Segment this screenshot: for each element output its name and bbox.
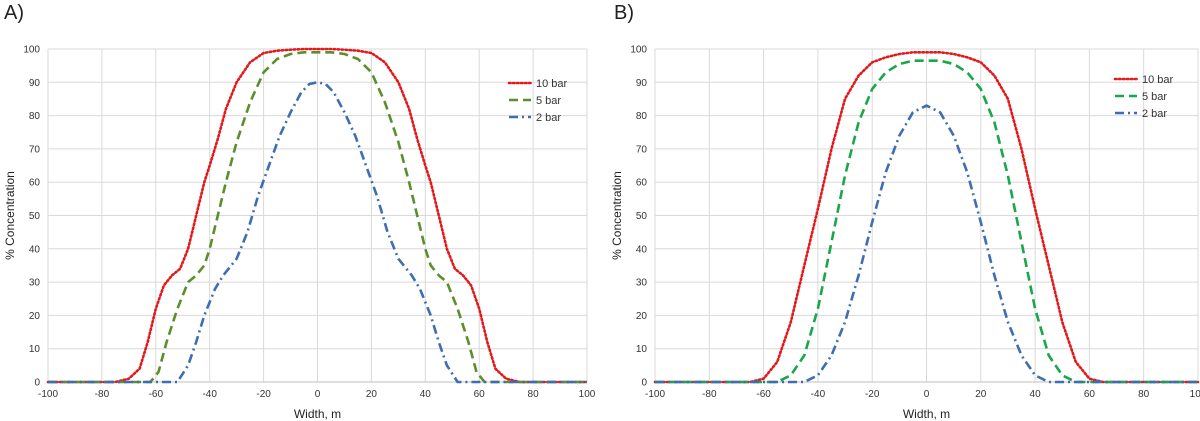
x-tick-label: 80 — [528, 389, 540, 400]
legend-label: 10 bar — [1142, 74, 1174, 86]
y-tick-label: 40 — [636, 244, 648, 255]
x-tick-label: -80 — [95, 389, 110, 400]
y-tick-label: 40 — [29, 244, 41, 255]
x-tick-label: -40 — [202, 389, 217, 400]
y-axis-title: % Concentration — [610, 171, 624, 260]
x-tick-label: -100 — [645, 389, 665, 400]
y-tick-label: 10 — [636, 344, 648, 355]
y-tick-label: 30 — [29, 278, 41, 289]
y-tick-label: 30 — [636, 278, 648, 289]
y-tick-label: 20 — [636, 311, 648, 322]
y-tick-label: 100 — [630, 45, 647, 56]
y-tick-label: 50 — [29, 211, 41, 222]
x-axis-title: Width, m — [903, 407, 950, 421]
y-tick-label: 20 — [29, 311, 41, 322]
x-tick-label: -40 — [811, 389, 826, 400]
chart-panel-b: B) -100 -80 -60 -40 -20 0 20 40 60 80 100 0 10 20 30 40… — [600, 0, 1200, 421]
x-tick-label: 0 — [924, 389, 930, 400]
panel-label-b: B) — [614, 2, 634, 24]
x-tick-label: 40 — [420, 389, 432, 400]
legend-label: 2 bar — [536, 112, 561, 124]
line-chart-b: -100 -80 -60 -40 -20 0 20 40 60 80 100 0 10 20 30 40 50 6… — [610, 45, 1200, 421]
x-tick-label: -60 — [149, 389, 164, 400]
x-axis-title: Width, m — [294, 407, 341, 421]
series-line-5-bar — [655, 59, 1198, 384]
panel-label-a: A) — [4, 2, 24, 24]
y-tick-label: 60 — [636, 178, 648, 189]
series-line-10-bar — [653, 51, 1200, 384]
x-tick-label: 100 — [1190, 389, 1200, 400]
y-axis-title: % Concentration — [3, 171, 17, 260]
x-tick-label: -60 — [756, 389, 771, 400]
line-chart-a: -100 -80 -60 -40 -20 0 20 40 60 80 100 0 10 20 30 40 50 6… — [3, 45, 596, 421]
y-tick-label: 80 — [29, 111, 41, 122]
y-tick-label: 0 — [641, 378, 647, 389]
legend-label: 10 bar — [536, 78, 568, 90]
y-tick-label: 90 — [29, 78, 41, 89]
x-tick-label: 60 — [474, 389, 486, 400]
legend-label: 2 bar — [1142, 108, 1167, 120]
legend-label: 5 bar — [1142, 91, 1167, 103]
series-line-2-bar — [655, 104, 1198, 384]
y-tick-label: 90 — [636, 78, 648, 89]
x-tick-label: 80 — [1138, 389, 1150, 400]
series-line-2-bar — [48, 81, 587, 384]
x-tick-label: -100 — [38, 389, 58, 400]
series-line-5-bar — [48, 51, 587, 384]
y-tick-label: 100 — [23, 45, 40, 56]
x-tick-label: -20 — [865, 389, 880, 400]
x-tick-label: 20 — [366, 389, 378, 400]
x-tick-label: 60 — [1084, 389, 1096, 400]
y-tick-label: 60 — [29, 178, 41, 189]
x-tick-label: 20 — [975, 389, 987, 400]
y-tick-label: 80 — [636, 111, 648, 122]
x-tick-label: 0 — [315, 389, 321, 400]
x-tick-label: -20 — [256, 389, 271, 400]
y-tick-label: 0 — [34, 378, 40, 389]
y-tick-label: 10 — [29, 344, 41, 355]
y-tick-label: 50 — [636, 211, 648, 222]
y-tick-label: 70 — [29, 144, 41, 155]
y-tick-label: 70 — [636, 144, 648, 155]
chart-panel-a: A) -100 -80 -60 -40 -20 0 20 40 60 80 100 0 10 20 30 40… — [3, 2, 596, 421]
x-tick-label: -80 — [702, 389, 717, 400]
x-tick-label: 100 — [579, 389, 596, 400]
legend-label: 5 bar — [536, 95, 561, 107]
series-line-10-bar — [46, 47, 589, 384]
x-tick-label: 40 — [1030, 389, 1042, 400]
